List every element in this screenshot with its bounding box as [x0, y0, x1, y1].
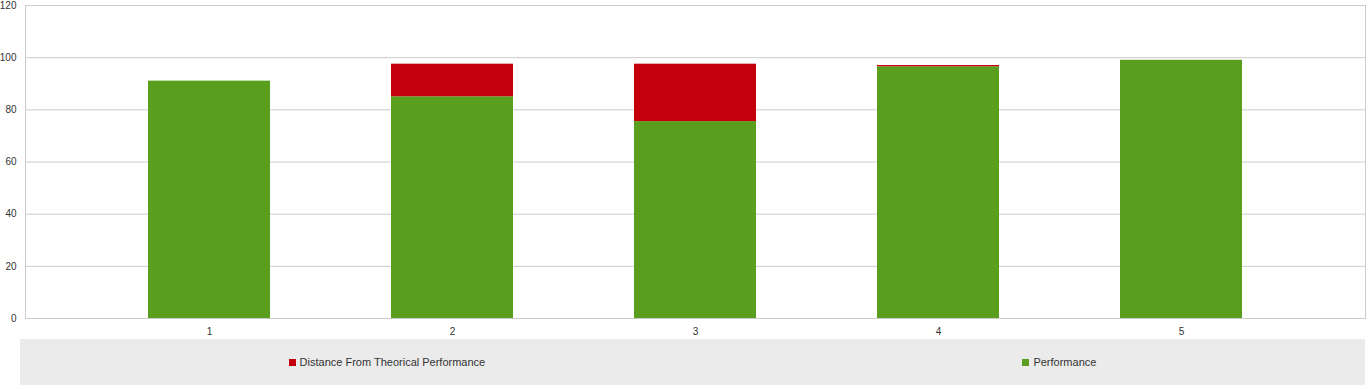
svg-text:100: 100: [0, 52, 17, 63]
svg-text:4: 4: [936, 326, 942, 335]
svg-text:2: 2: [450, 326, 456, 335]
svg-text:20: 20: [5, 261, 17, 272]
svg-text:1: 1: [207, 326, 213, 335]
svg-text:80: 80: [5, 104, 17, 115]
svg-text:0: 0: [11, 313, 17, 324]
html-text:Distance From Theorical Perfor: Distance From Theorical Performance: [299, 356, 486, 368]
svg-text:40: 40: [5, 208, 17, 219]
svg-text:120: 120: [0, 0, 17, 11]
svg-text:60: 60: [5, 156, 17, 167]
svg-text:3: 3: [693, 326, 699, 335]
html-text:Performance: Performance: [1033, 356, 1097, 368]
svg-text:5: 5: [1179, 326, 1185, 335]
